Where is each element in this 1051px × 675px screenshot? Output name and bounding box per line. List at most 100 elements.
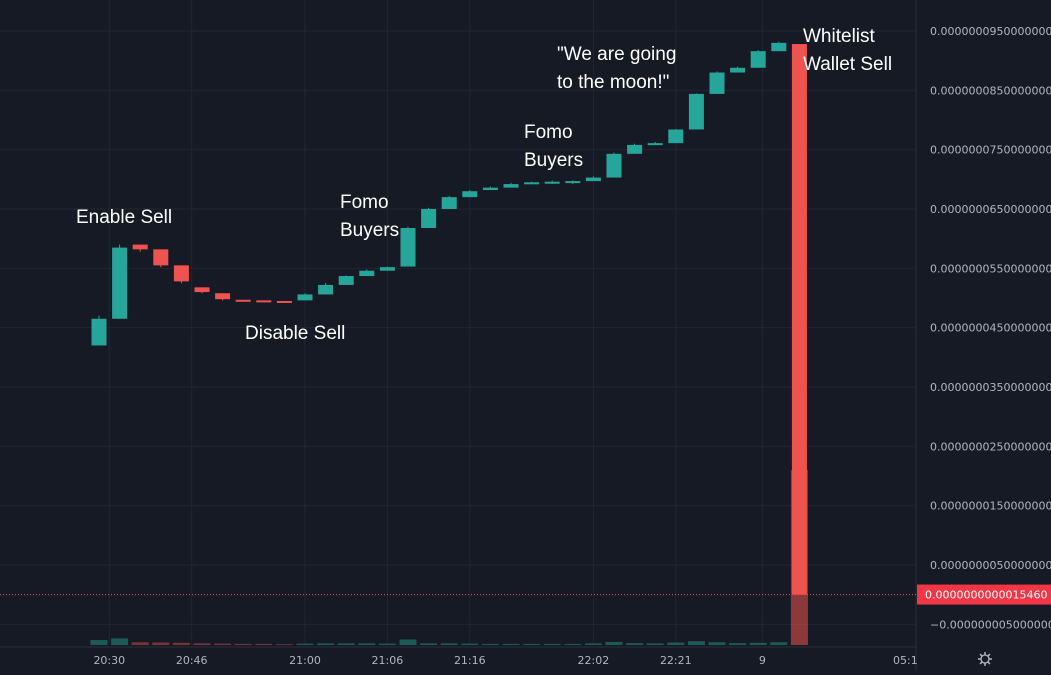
volume-bar: [193, 643, 211, 645]
volume-bar: [543, 643, 561, 645]
volume-bar: [152, 642, 170, 645]
candle-down: [791, 44, 807, 595]
price-tick-label: 0.0000000050000000: [930, 559, 1051, 572]
price-tick-label: 0.0000000950000000: [930, 25, 1051, 38]
candle-up: [359, 270, 375, 277]
candle-up: [441, 197, 457, 209]
volume-bar: [111, 638, 129, 645]
volume-bar: [378, 643, 396, 645]
price-tick-label: 0.0000000850000000: [930, 84, 1051, 97]
volume-bar: [646, 643, 664, 645]
candle-down: [194, 287, 210, 293]
price-tick-label: 0.0000000750000000: [930, 144, 1051, 157]
candle-up: [565, 181, 581, 184]
chart-annotation: Buyers: [340, 220, 399, 241]
candle-up: [379, 267, 395, 271]
price-tick-label: 0.0000000150000000: [930, 500, 1051, 513]
time-tick-label: 05:1: [893, 654, 918, 667]
candle-up: [91, 318, 107, 346]
volume-bar: [667, 642, 685, 645]
candle-down: [132, 244, 148, 250]
volume-bar: [358, 643, 376, 645]
volume-bar: [481, 643, 499, 645]
chart-annotation: Fomo: [340, 192, 389, 213]
time-tick-label: 21:00: [289, 654, 321, 667]
candle-up: [585, 177, 601, 182]
candle-up: [503, 184, 519, 188]
candle-up: [462, 191, 478, 198]
price-tick-label: 0.0000000350000000: [930, 381, 1051, 394]
candle-up: [482, 187, 498, 191]
candle-up: [647, 143, 663, 146]
time-tick-label: 21:06: [372, 654, 404, 667]
time-tick-label: 20:46: [176, 654, 208, 667]
candle-up: [730, 67, 746, 73]
volume-bar: [214, 643, 232, 645]
candle-up: [771, 42, 787, 52]
candle-up: [544, 181, 560, 184]
time-tick-label: 22:02: [578, 654, 610, 667]
candle-up: [400, 227, 416, 267]
candle-up: [627, 144, 643, 154]
chart-annotation: Wallet Sell: [803, 54, 892, 75]
volume-bar: [523, 643, 541, 645]
candle-down: [215, 293, 231, 300]
volume-bar: [564, 643, 582, 645]
candle-down: [235, 299, 251, 302]
volume-bar: [131, 642, 149, 645]
candle-up: [709, 72, 725, 94]
candle-down: [153, 249, 169, 266]
price-tick-label: −0.0000000050000000: [930, 618, 1051, 631]
candle-down: [276, 300, 292, 303]
current-price-badge: [917, 584, 1051, 605]
gear-icon[interactable]: [978, 652, 992, 666]
chart-annotation: Disable Sell: [245, 323, 345, 344]
candle-up: [750, 51, 766, 68]
volume-bar: [399, 639, 417, 645]
volume-bar: [626, 643, 644, 645]
volume-bar: [420, 643, 438, 645]
volume-bar: [296, 643, 314, 645]
volume-bar: [234, 643, 252, 645]
chart-annotation: Fomo: [524, 122, 573, 143]
price-tick-label: 0.0000000650000000: [930, 203, 1051, 216]
chart-annotation: Enable Sell: [76, 207, 172, 228]
volume-bar: [687, 641, 705, 645]
volume-bar: [729, 643, 747, 645]
candle-up: [524, 182, 540, 185]
volume-bar: [708, 642, 726, 645]
time-tick-label: 22:21: [660, 654, 692, 667]
volume-bar: [502, 643, 520, 645]
chart-annotation: to the moon!": [557, 72, 669, 93]
volume-bar: [440, 643, 458, 645]
candle-up: [688, 93, 704, 130]
candle-up: [338, 276, 354, 285]
volume-bar: [584, 643, 602, 645]
volume-bar: [461, 643, 479, 645]
price-tick-label: 0.0000000450000000: [930, 322, 1051, 335]
candle-down: [256, 300, 272, 303]
time-tick-label: 20:30: [93, 654, 125, 667]
volume-bar: [255, 643, 273, 645]
volume-bar: [172, 642, 190, 645]
time-tick-label: 21:16: [454, 654, 486, 667]
volume-bar: [90, 640, 108, 645]
volume-bar: [337, 643, 355, 645]
price-tick-label: 0.0000000250000000: [930, 440, 1051, 453]
candle-up: [606, 153, 622, 178]
candle-up: [297, 294, 313, 301]
volume-bar: [275, 644, 293, 645]
volume-bar: [605, 641, 623, 645]
price-tick-label: 0.0000000550000000: [930, 262, 1051, 275]
candle-up: [668, 129, 684, 144]
candle-up: [421, 209, 437, 228]
volume-bar: [770, 642, 788, 645]
candle-up: [112, 247, 128, 319]
candle-down: [173, 265, 189, 282]
candle-up: [318, 284, 334, 295]
chart-annotation: Buyers: [524, 150, 583, 171]
chart-annotation: "We are going: [557, 44, 676, 65]
